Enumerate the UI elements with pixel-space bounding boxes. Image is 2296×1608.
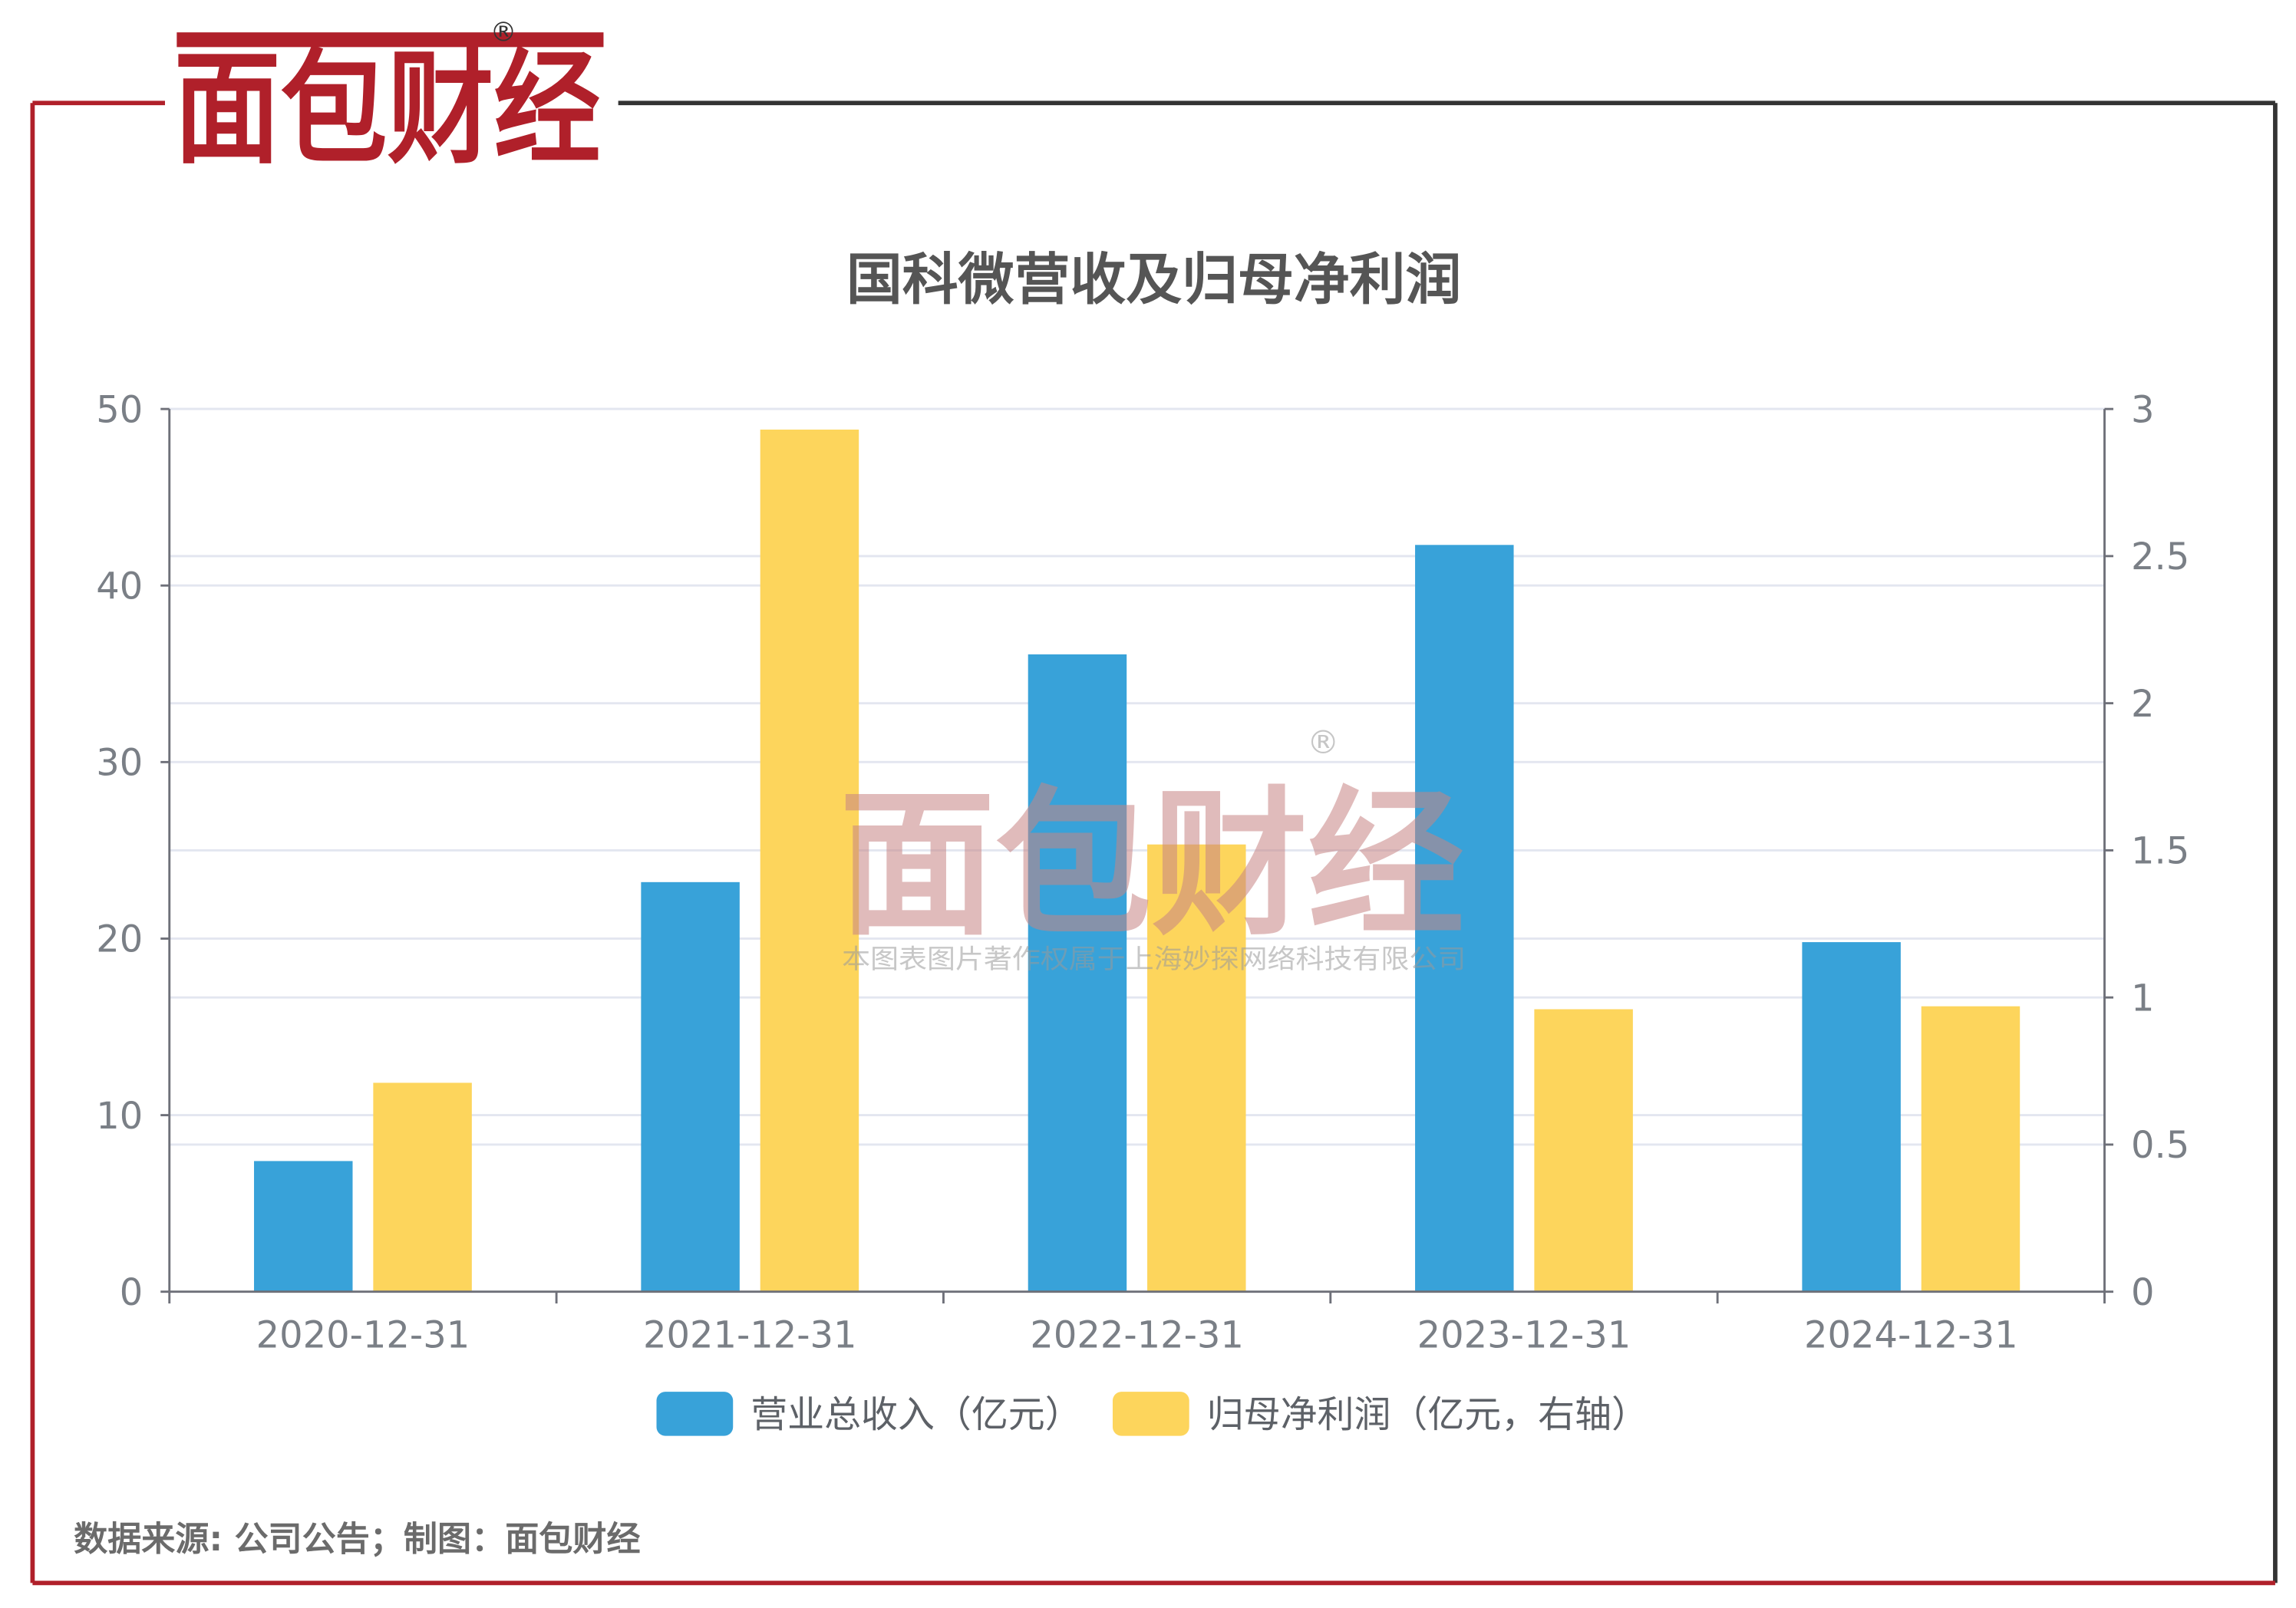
y-right-tick-label: 0 [2131, 1272, 2155, 1314]
x-tick-label: 2020-12-31 [256, 1315, 470, 1357]
legend: 营业总收入（亿元） 归母净利润（亿元，右轴） [656, 1392, 1648, 1436]
y-left-tick-label: 0 [120, 1272, 143, 1314]
axes [160, 407, 2113, 1304]
x-tick-label: 2024-12-31 [1804, 1315, 2018, 1357]
y-left-tick-label: 20 [96, 919, 143, 961]
bar-revenue [1802, 942, 1901, 1292]
y-right-tick-label: 2.5 [2131, 536, 2189, 578]
legend-item-profit: 归母净利润（亿元，右轴） [1112, 1392, 1648, 1436]
watermark-logo: 面包财经 [839, 773, 1464, 957]
legend-label-revenue: 营业总收入（亿元） [750, 1394, 1081, 1436]
legend-item-revenue: 营业总收入（亿元） [656, 1392, 1082, 1436]
bar-net-profit [760, 429, 859, 1292]
tick-labels: 0 10 20 30 40 50 0 0.5 1 1.5 2 2.5 3 2020-12-31 2021-1… [96, 389, 2189, 1356]
bar-revenue [254, 1161, 353, 1292]
x-tick-label: 2021-12-31 [643, 1315, 857, 1357]
y-left-tick-label: 10 [96, 1096, 143, 1138]
brand-logo: 面包财经 ® [174, 18, 604, 181]
watermark: 面包财经 ® 本图表图片著作权属于上海妙探网络科技有限公司 [839, 723, 1466, 975]
legend-label-profit: 归母净利润（亿元，右轴） [1207, 1394, 1648, 1436]
frame-border [30, 100, 2278, 1586]
watermark-registered-mark: ® [1307, 723, 1339, 761]
bar-revenue [1028, 654, 1127, 1292]
legend-swatch-profit [1112, 1392, 1189, 1436]
bar-net-profit [373, 1082, 472, 1292]
watermark-copyright: 本图表图片著作权属于上海妙探网络科技有限公司 [842, 944, 1466, 975]
y-right-tick-label: 0.5 [2131, 1125, 2189, 1167]
bar-net-profit [1534, 1009, 1633, 1292]
bar-net-profit [1921, 1006, 2021, 1292]
legend-swatch-revenue [656, 1392, 734, 1436]
y-right-tick-label: 2 [2131, 684, 2155, 726]
registered-mark: ® [490, 18, 517, 48]
x-tick-label: 2022-12-31 [1030, 1315, 1244, 1357]
x-tick-label: 2023-12-31 [1417, 1315, 1631, 1357]
chart-title: 国科微营收及归母净利润 [846, 247, 1461, 312]
bar-revenue [1415, 545, 1514, 1292]
y-left-tick-label: 30 [96, 743, 143, 785]
y-right-tick-label: 1 [2131, 977, 2155, 1020]
y-right-tick-label: 1.5 [2131, 831, 2189, 873]
bar-revenue [641, 881, 740, 1292]
y-left-tick-label: 50 [96, 389, 143, 431]
y-right-tick-label: 3 [2131, 389, 2155, 431]
bars [254, 429, 2021, 1292]
grid-lines [169, 407, 2105, 1146]
y-left-tick-label: 40 [96, 565, 143, 608]
data-source-note: 数据来源: 公司公告；制图：面包财经 [74, 1520, 641, 1559]
bar-net-profit [1147, 844, 1246, 1292]
brand-logo-text: 面包财经 [174, 37, 601, 181]
